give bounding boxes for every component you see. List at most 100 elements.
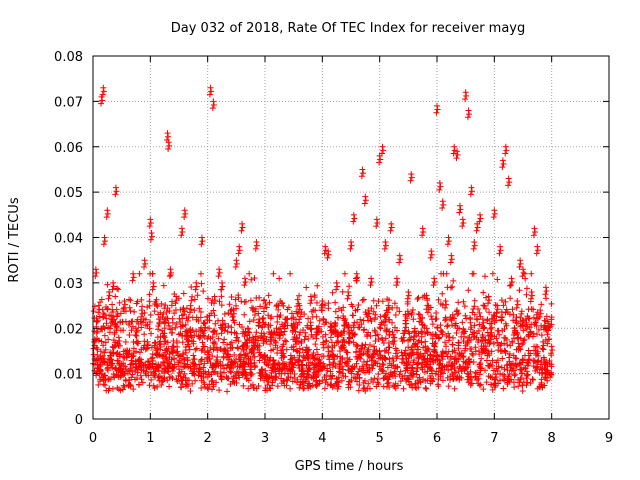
data-point [465, 107, 472, 114]
data-point [535, 326, 542, 333]
data-point [166, 383, 173, 390]
data-point [449, 341, 456, 348]
data-point [394, 364, 401, 371]
data-point [471, 322, 478, 329]
data-point [386, 331, 393, 338]
data-point [299, 361, 306, 368]
data-point [175, 359, 182, 366]
data-point [408, 372, 415, 379]
data-point [451, 355, 458, 362]
data-point [501, 377, 508, 384]
data-point [319, 298, 326, 305]
data-point [428, 248, 435, 255]
data-point [405, 344, 412, 351]
data-point [272, 374, 279, 381]
data-point [210, 328, 217, 335]
data-point [261, 377, 268, 384]
data-point [325, 348, 332, 355]
data-point [248, 304, 255, 311]
data-point [223, 374, 230, 381]
data-point [403, 365, 410, 372]
data-point [513, 362, 520, 369]
data-point [178, 232, 185, 239]
data-point [322, 243, 329, 250]
data-point [199, 339, 206, 346]
data-point [319, 377, 326, 384]
data-point [212, 320, 219, 327]
data-point [539, 345, 546, 352]
data-point [124, 351, 131, 358]
data-point [165, 359, 172, 366]
data-point [158, 368, 165, 375]
data-point [201, 343, 208, 350]
data-point [544, 340, 551, 347]
data-point [289, 378, 296, 385]
data-point [356, 375, 363, 382]
data-point [431, 278, 438, 285]
data-point [368, 278, 375, 285]
data-point [90, 351, 97, 358]
data-point [381, 347, 388, 354]
data-point [337, 365, 344, 372]
data-point [240, 347, 247, 354]
data-point [310, 306, 317, 313]
data-point [517, 314, 524, 321]
data-point [159, 327, 166, 334]
data-point [154, 334, 161, 341]
data-point [190, 340, 197, 347]
data-point [165, 146, 172, 153]
data-point [496, 331, 503, 338]
data-point [456, 202, 463, 209]
data-point [420, 376, 427, 383]
data-point [434, 102, 440, 109]
data-point [179, 339, 186, 346]
data-point [174, 348, 181, 355]
data-point [106, 329, 113, 336]
data-point [485, 373, 492, 380]
data-point [519, 273, 526, 280]
data-point [524, 379, 531, 386]
data-point [165, 133, 172, 140]
data-point [165, 139, 172, 146]
data-point [95, 309, 102, 316]
data-point [465, 373, 472, 380]
data-point [405, 292, 412, 299]
data-point [495, 342, 502, 349]
data-point [532, 352, 539, 359]
data-point [161, 375, 168, 382]
data-point [478, 355, 485, 362]
data-point [252, 305, 259, 312]
data-point [305, 315, 312, 322]
data-point [530, 232, 537, 239]
data-point [494, 306, 501, 313]
data-point [313, 382, 320, 389]
data-point [193, 283, 200, 290]
data-point [205, 385, 212, 392]
data-point [248, 348, 255, 355]
data-point [453, 330, 460, 337]
data-point [141, 263, 148, 270]
data-point [490, 367, 497, 374]
data-point [394, 304, 401, 311]
data-point [494, 276, 501, 283]
data-point [206, 91, 213, 98]
data-point [204, 295, 211, 302]
data-point [246, 270, 253, 277]
data-point [409, 306, 416, 313]
data-point [178, 359, 185, 366]
data-point [250, 338, 257, 345]
data-point [425, 302, 432, 309]
data-point [313, 332, 320, 339]
data-point [185, 333, 192, 340]
data-point [419, 321, 426, 328]
data-point [309, 334, 316, 341]
data-point [337, 331, 344, 338]
data-point [151, 385, 158, 392]
y-tick-label: 0.01 [54, 368, 83, 383]
data-point [373, 302, 380, 309]
data-point [459, 319, 466, 326]
data-point [468, 184, 475, 191]
data-point [159, 378, 166, 385]
data-point [469, 350, 476, 357]
data-point [298, 368, 305, 375]
